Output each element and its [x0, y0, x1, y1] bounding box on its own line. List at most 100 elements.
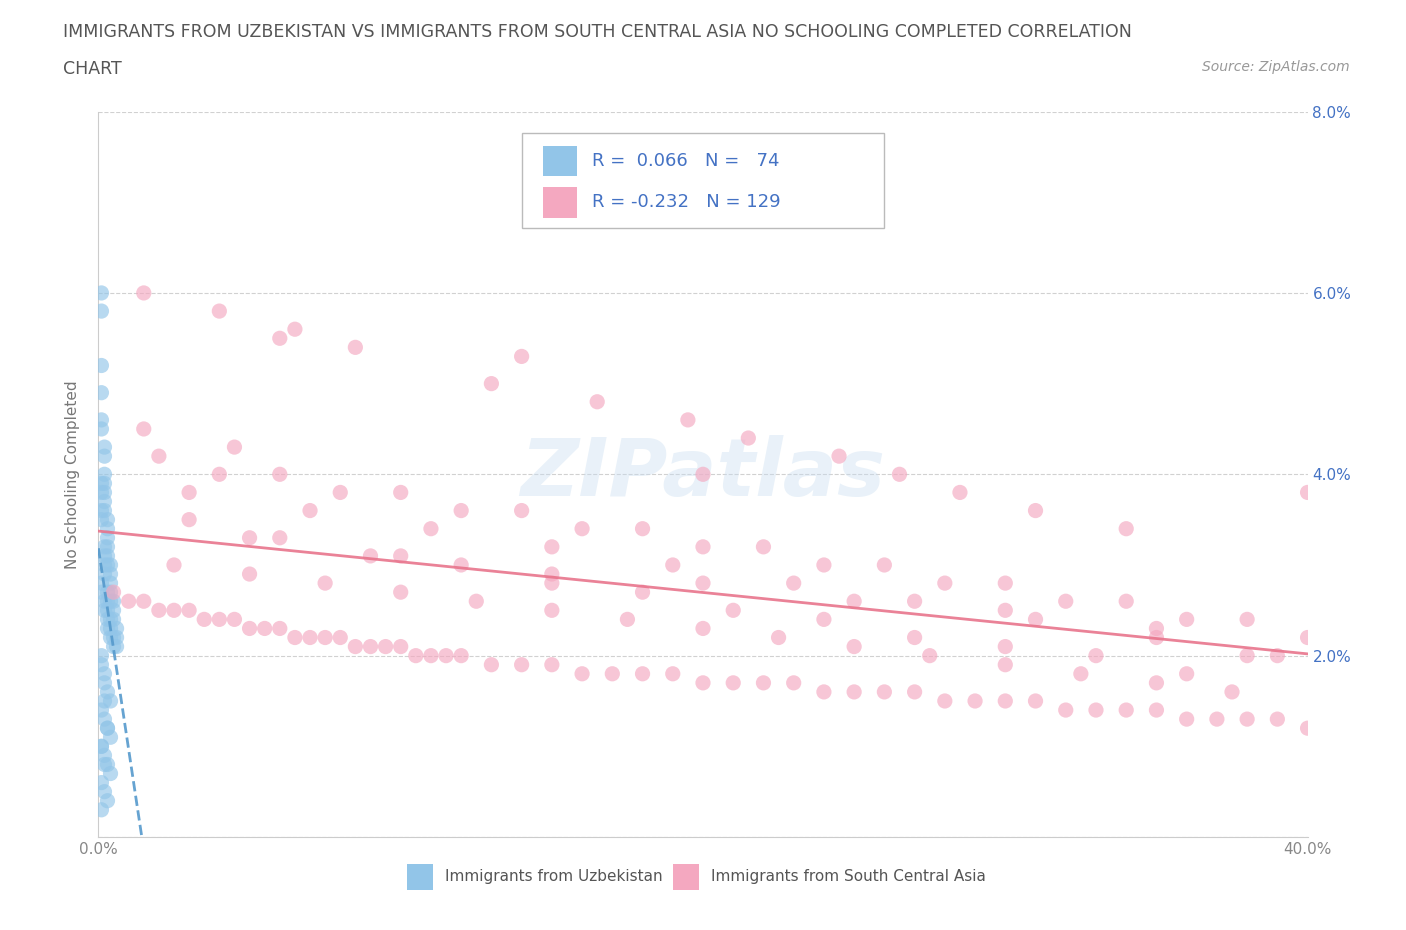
- Point: [93, 549, 115, 564]
- Point: [389, 549, 412, 564]
- Point: [96, 594, 118, 609]
- Point: [450, 503, 472, 518]
- Point: [90, 776, 112, 790]
- Point: [179, 485, 201, 500]
- Point: [631, 521, 654, 536]
- Point: [1054, 594, 1077, 609]
- Point: [93, 748, 115, 763]
- Point: [90, 803, 112, 817]
- Point: [105, 639, 128, 654]
- Point: [93, 476, 115, 491]
- Point: [93, 449, 115, 464]
- Point: [904, 684, 927, 699]
- Point: [510, 658, 533, 672]
- Point: [360, 549, 382, 564]
- Point: [389, 639, 412, 654]
- Point: [1115, 703, 1137, 718]
- Point: [100, 766, 122, 781]
- Point: [692, 576, 714, 591]
- Point: [96, 521, 118, 536]
- Point: [828, 449, 851, 464]
- Point: [96, 757, 118, 772]
- Point: [148, 603, 170, 618]
- Point: [540, 658, 562, 672]
- Point: [692, 675, 714, 690]
- Point: [96, 684, 118, 699]
- Bar: [543, 146, 578, 176]
- Point: [844, 684, 866, 699]
- Point: [239, 566, 262, 581]
- Point: [692, 621, 714, 636]
- Point: [813, 558, 835, 573]
- Point: [1115, 521, 1137, 536]
- Point: [1220, 684, 1243, 699]
- Point: [299, 503, 322, 518]
- Point: [389, 585, 412, 600]
- Point: [93, 494, 115, 509]
- Point: [90, 738, 112, 753]
- Point: [93, 757, 115, 772]
- Point: [631, 666, 654, 681]
- Point: [148, 449, 170, 464]
- Point: [1054, 703, 1077, 718]
- Point: [239, 530, 262, 545]
- Point: [93, 503, 115, 518]
- Point: [1070, 666, 1092, 681]
- Point: [540, 539, 562, 554]
- Point: [299, 631, 322, 645]
- Point: [284, 631, 307, 645]
- Point: [93, 594, 115, 609]
- Point: [994, 694, 1017, 709]
- Point: [360, 639, 382, 654]
- FancyBboxPatch shape: [522, 133, 884, 228]
- Point: [96, 621, 118, 636]
- Point: [1024, 612, 1046, 627]
- Point: [344, 639, 367, 654]
- Point: [1024, 503, 1046, 518]
- Point: [374, 639, 396, 654]
- Point: [1024, 694, 1046, 709]
- Point: [450, 648, 472, 663]
- Point: [100, 585, 122, 600]
- Point: [813, 684, 835, 699]
- Point: [90, 512, 112, 527]
- Text: Source: ZipAtlas.com: Source: ZipAtlas.com: [1202, 60, 1350, 74]
- Point: [994, 658, 1017, 672]
- Point: [103, 594, 125, 609]
- Point: [105, 621, 128, 636]
- Point: [602, 666, 624, 681]
- Point: [692, 467, 714, 482]
- Point: [224, 612, 246, 627]
- Point: [96, 549, 118, 564]
- Point: [90, 286, 112, 300]
- Point: [163, 558, 186, 573]
- Point: [90, 385, 112, 400]
- Point: [994, 639, 1017, 654]
- Point: [510, 349, 533, 364]
- Point: [208, 467, 231, 482]
- Point: [737, 431, 759, 445]
- Point: [1085, 703, 1108, 718]
- Point: [224, 440, 246, 455]
- Point: [873, 684, 896, 699]
- Point: [1296, 485, 1319, 500]
- Point: [103, 631, 125, 645]
- Point: [420, 648, 443, 663]
- Point: [93, 485, 115, 500]
- Point: [904, 594, 927, 609]
- Point: [631, 585, 654, 600]
- Point: [269, 621, 291, 636]
- Point: [90, 585, 112, 600]
- Point: [90, 303, 112, 318]
- Point: [661, 558, 683, 573]
- Point: [100, 631, 122, 645]
- Point: [90, 503, 112, 518]
- Point: [100, 566, 122, 581]
- Point: [1296, 631, 1319, 645]
- Point: [510, 503, 533, 518]
- Point: [132, 594, 155, 609]
- Bar: [406, 864, 433, 890]
- Point: [783, 576, 806, 591]
- Point: [93, 666, 115, 681]
- Point: [93, 467, 115, 482]
